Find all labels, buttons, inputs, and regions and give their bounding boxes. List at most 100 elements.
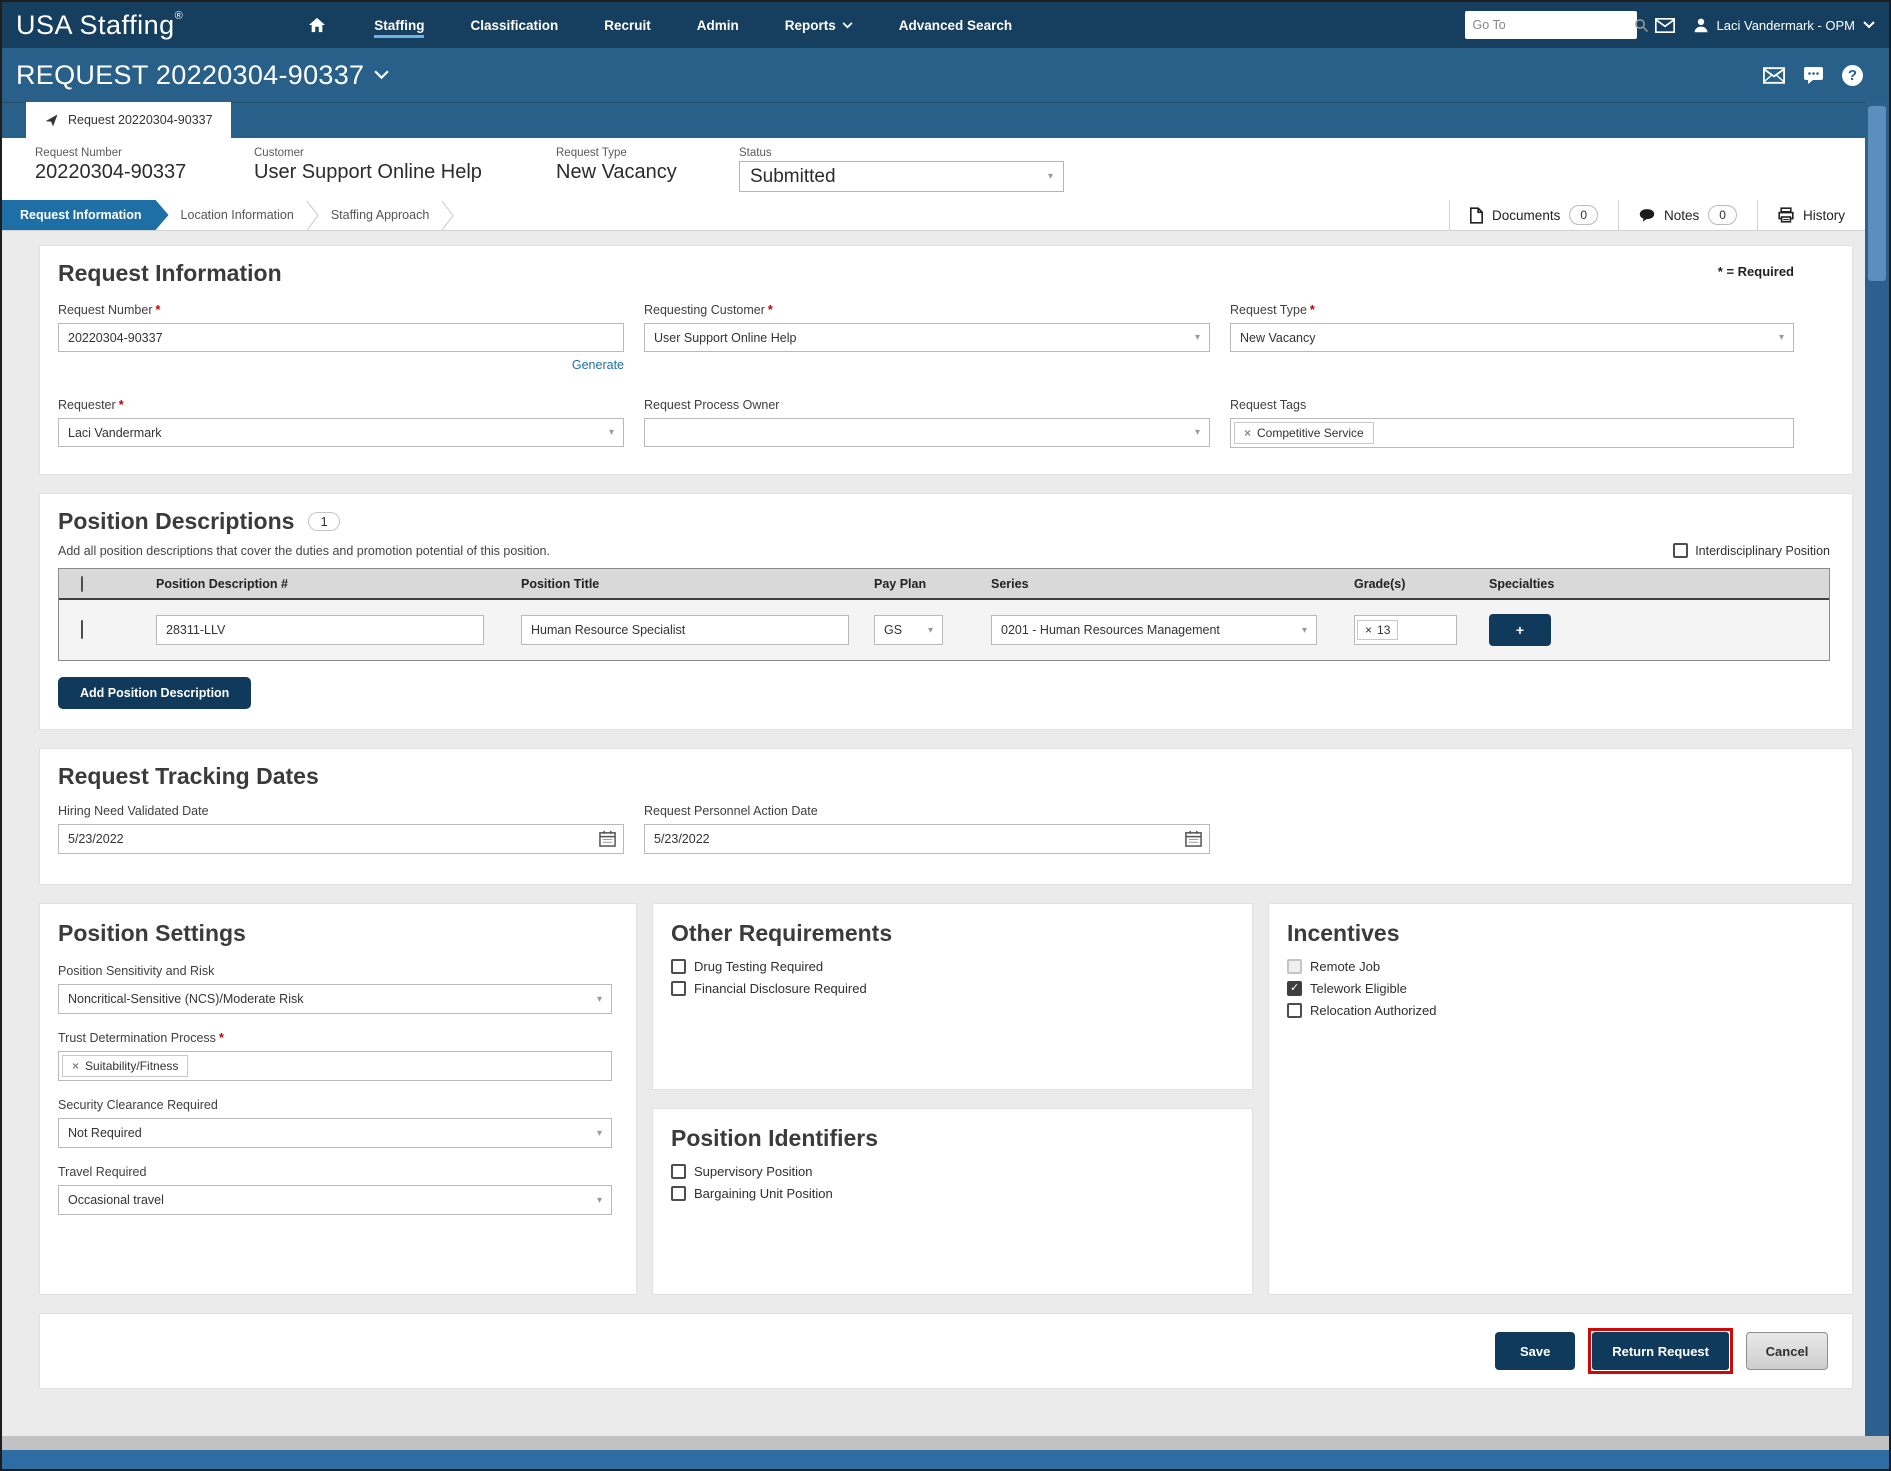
- save-button[interactable]: Save: [1495, 1332, 1576, 1370]
- checkbox-icon[interactable]: [1673, 543, 1689, 558]
- request-tags-input[interactable]: × Competitive Service: [1230, 418, 1794, 448]
- summary-request-number: Request Number 20220304-90337: [35, 147, 187, 183]
- checkbox-relocation-authorized[interactable]: Relocation Authorized: [1287, 1003, 1828, 1018]
- calendar-icon[interactable]: [599, 830, 616, 847]
- travel-required-select[interactable]: Occasional travel ▾: [58, 1185, 612, 1215]
- tag-grade: × 13: [1357, 620, 1399, 640]
- checkbox-icon[interactable]: [1287, 1003, 1302, 1018]
- mail-button[interactable]: [1654, 17, 1675, 33]
- remove-tag-icon[interactable]: ×: [1244, 426, 1252, 440]
- step-request-information[interactable]: Request Information: [2, 200, 169, 230]
- cancel-button[interactable]: Cancel: [1746, 1332, 1828, 1370]
- page-title[interactable]: REQUEST 20220304-90337: [16, 60, 390, 91]
- documents-count-badge: 0: [1569, 205, 1599, 225]
- nav-staffing[interactable]: Staffing: [374, 12, 425, 38]
- checkbox-remote-job[interactable]: Remote Job: [1287, 959, 1828, 974]
- tab-documents[interactable]: Documents 0: [1449, 200, 1618, 230]
- mail-share-icon[interactable]: [1763, 66, 1785, 84]
- request-type-select[interactable]: New Vacancy ▾: [1230, 323, 1794, 352]
- tab-notes[interactable]: Notes 0: [1618, 200, 1757, 230]
- pd-number-input[interactable]: [156, 615, 484, 645]
- action-bar: Save Return Request Cancel: [39, 1313, 1853, 1389]
- request-summary-bar: Request Number 20220304-90337 Customer U…: [2, 138, 1865, 200]
- checkbox-financial-disclosure[interactable]: Financial Disclosure Required: [671, 981, 1228, 996]
- interdisciplinary-checkbox[interactable]: Interdisciplinary Position: [1673, 543, 1830, 558]
- grades-input[interactable]: × 13: [1354, 615, 1457, 645]
- remove-tag-icon[interactable]: ×: [1365, 623, 1373, 637]
- chevron-down-icon: [1863, 21, 1875, 29]
- chat-icon[interactable]: [1803, 66, 1824, 85]
- calendar-icon[interactable]: [1185, 830, 1202, 847]
- checkbox-telework-eligible[interactable]: Telework Eligible: [1287, 981, 1828, 996]
- pay-plan-select[interactable]: GS ▾: [874, 615, 943, 645]
- nav-admin[interactable]: Admin: [696, 18, 739, 33]
- trust-determination-input[interactable]: × Suitability/Fitness: [58, 1051, 612, 1081]
- other-requirements-panel: Other Requirements Drug Testing Required…: [652, 903, 1253, 1090]
- brand-logo[interactable]: USA Staffing®: [16, 9, 184, 40]
- user-icon: [1693, 17, 1709, 33]
- checkbox-drug-testing[interactable]: Drug Testing Required: [671, 959, 1228, 974]
- user-menu[interactable]: Laci Vandermark - OPM: [1693, 17, 1875, 33]
- vertical-scrollbar-thumb[interactable]: [1868, 106, 1886, 281]
- position-descriptions-table: Position Description # Position Title Pa…: [58, 568, 1830, 661]
- search-icon[interactable]: [1634, 18, 1649, 33]
- request-personnel-action-date-field: Request Personnel Action Date: [644, 804, 1210, 854]
- security-clearance-select[interactable]: Not Required ▾: [58, 1118, 612, 1148]
- goto-input[interactable]: [1472, 18, 1634, 32]
- tab-request[interactable]: Request 20220304-90337: [26, 102, 231, 138]
- add-position-description-button[interactable]: Add Position Description: [58, 677, 252, 709]
- checkbox-icon[interactable]: [671, 959, 686, 974]
- checkbox-icon[interactable]: [671, 1186, 686, 1201]
- chevron-down-icon: [842, 22, 853, 29]
- nav-recruit[interactable]: Recruit: [604, 18, 651, 33]
- checkbox-supervisory-position[interactable]: Supervisory Position: [671, 1164, 1228, 1179]
- remove-tag-icon[interactable]: ×: [72, 1059, 80, 1073]
- position-settings-panel: Position Settings Position Sensitivity a…: [39, 903, 637, 1295]
- vertical-scrollbar[interactable]: [1865, 102, 1889, 1436]
- checkbox-icon[interactable]: [671, 1164, 686, 1179]
- add-specialty-button[interactable]: +: [1489, 614, 1551, 646]
- select-all-checkbox[interactable]: [81, 575, 83, 592]
- request-type-field: Request Type * New Vacancy ▾: [1230, 303, 1794, 372]
- request-process-owner-select[interactable]: ▾: [644, 418, 1210, 447]
- checkbox-icon[interactable]: [1287, 981, 1302, 996]
- request-number-input[interactable]: [58, 323, 624, 352]
- checkbox-icon[interactable]: [671, 981, 686, 996]
- return-request-button[interactable]: Return Request: [1592, 1332, 1729, 1370]
- help-icon[interactable]: ?: [1842, 64, 1863, 86]
- summary-status: Status Submitted ▾: [739, 147, 1064, 200]
- generate-link[interactable]: Generate: [571, 358, 624, 372]
- tab-history[interactable]: History: [1756, 200, 1865, 230]
- requesting-customer-field: Requesting Customer * User Support Online…: [644, 303, 1210, 372]
- tag-competitive-service: × Competitive Service: [1234, 422, 1374, 444]
- position-descriptions-heading: Position Descriptions: [58, 508, 295, 534]
- nav-reports[interactable]: Reports: [785, 12, 853, 38]
- status-select[interactable]: Submitted ▾: [739, 161, 1064, 192]
- series-select[interactable]: 0201 - Human Resources Management ▾: [991, 615, 1317, 645]
- position-identifiers-panel: Position Identifiers Supervisory Positio…: [652, 1108, 1253, 1295]
- requester-select[interactable]: Laci Vandermark ▾: [58, 418, 624, 447]
- document-icon: [1470, 206, 1484, 224]
- nav-classification[interactable]: Classification: [470, 18, 559, 33]
- primary-nav: Staffing Classification Recruit Admin Re…: [374, 12, 1012, 38]
- position-descriptions-count: 1: [308, 512, 340, 531]
- position-sensitivity-select[interactable]: Noncritical-Sensitive (NCS)/Moderate Ris…: [58, 984, 612, 1014]
- horizontal-scrollbar[interactable]: [2, 1436, 1889, 1450]
- required-note: * = Required: [1717, 264, 1794, 279]
- step-staffing-approach[interactable]: Staffing Approach: [330, 208, 430, 222]
- hiring-need-validated-date-input[interactable]: [58, 824, 624, 854]
- goto-search[interactable]: [1464, 11, 1648, 39]
- nav-advanced-search[interactable]: Advanced Search: [898, 18, 1013, 33]
- home-nav-button[interactable]: [308, 17, 326, 33]
- step-location-information[interactable]: Location Information: [180, 208, 294, 222]
- request-personnel-action-date-input[interactable]: [644, 824, 1210, 854]
- row-checkbox[interactable]: [81, 620, 83, 639]
- position-title-input[interactable]: [521, 615, 849, 645]
- summary-request-type: Request Type New Vacancy: [556, 147, 677, 183]
- requesting-customer-select[interactable]: User Support Online Help ▾: [644, 323, 1210, 352]
- hiring-need-validated-date-field: Hiring Need Validated Date: [58, 804, 624, 854]
- checkbox-bargaining-unit-position[interactable]: Bargaining Unit Position: [671, 1186, 1228, 1201]
- request-information-panel: Request Information * = Required Request…: [39, 245, 1853, 475]
- top-navbar: USA Staffing® Staffing Classification Re…: [2, 2, 1889, 48]
- stepper-bar: Request Information Location Information…: [2, 200, 1865, 231]
